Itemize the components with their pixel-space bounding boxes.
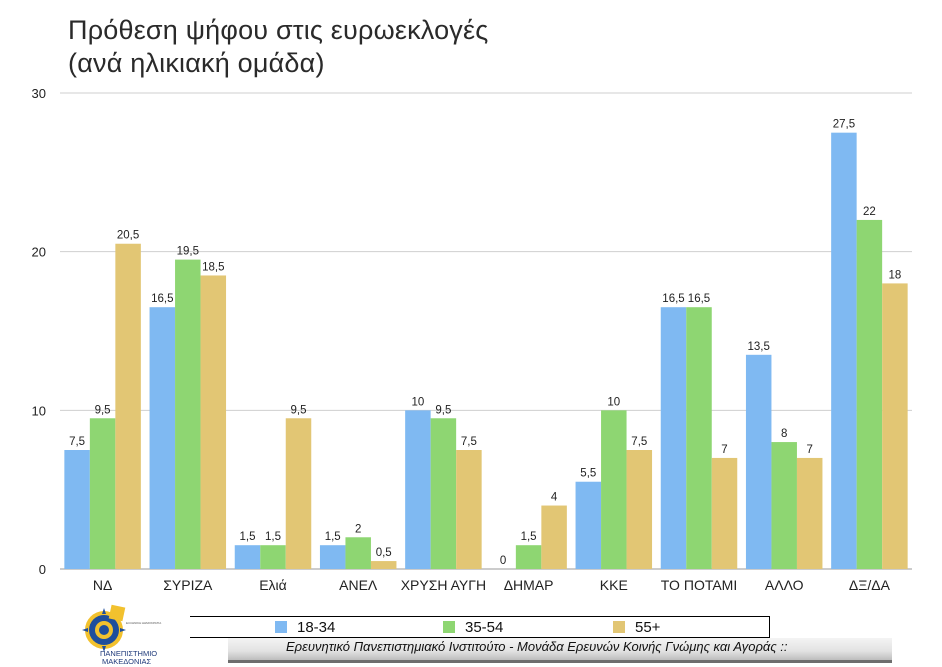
legend-swatch-18-34 xyxy=(275,621,287,633)
university-logo: ΕΛΛΗΝΙΚΗ ΔΗΜΟΚΡΑΤΙΑ ΠΑΝΕΠΙΣΤΗΜΙΟ ΜΑΚΕΔΟΝ… xyxy=(80,604,190,666)
bar-3-0 xyxy=(319,545,346,569)
bar-1-0 xyxy=(149,307,176,569)
x-tick-label-9: ΔΞ/ΔΑ xyxy=(849,577,891,593)
x-tick-label-1: ΣΥΡΙΖΑ xyxy=(163,577,213,593)
data-label-9-1: 22 xyxy=(863,206,876,218)
y-tick-label-20: 20 xyxy=(32,245,46,260)
bar-8-0 xyxy=(745,354,772,569)
legend-swatch-55plus xyxy=(613,621,625,633)
x-tick-label-8: ΑΛΛΟ xyxy=(765,577,804,593)
data-label-9-0: 27,5 xyxy=(833,119,855,131)
legend-item-35-54: 35-54 xyxy=(443,618,504,636)
data-label-2-1: 1,5 xyxy=(265,531,281,543)
legend-item-18-34: 18-34 xyxy=(275,618,336,636)
logo-text-line2: ΜΑΚΕΔΟΝΙΑΣ xyxy=(102,657,151,666)
bar-8-1 xyxy=(771,442,797,569)
bar-8-2 xyxy=(796,457,823,569)
chart-subtitle: (ανά ηλικιακή ομάδα) xyxy=(68,48,325,78)
bar-2-1 xyxy=(260,545,286,569)
chart-legend: 18-34 35-54 55+ xyxy=(174,616,770,638)
data-label-4-2: 7,5 xyxy=(461,436,477,448)
data-label-2-0: 1,5 xyxy=(240,531,256,543)
bar-0-0 xyxy=(64,450,90,569)
bar-0-2 xyxy=(115,243,141,569)
y-tick-label-30: 30 xyxy=(32,86,46,101)
bar-6-2 xyxy=(626,450,653,569)
bar-9-0 xyxy=(831,132,857,569)
footer-band xyxy=(228,638,892,663)
svg-text:ΕΛΛΗΝΙΚΗ ΔΗΜΟΚΡΑΤΙΑ: ΕΛΛΗΝΙΚΗ ΔΗΜΟΚΡΑΤΙΑ xyxy=(126,621,161,625)
chart-title: Πρόθεση ψήφου στις ευρωεκλογές xyxy=(68,15,489,45)
bar-0-1 xyxy=(89,418,116,569)
data-label-1-2: 18,5 xyxy=(202,261,224,273)
x-tick-label-0: ΝΔ xyxy=(93,577,112,593)
data-label-3-1: 2 xyxy=(355,523,361,535)
logo-text-line1: ΠΑΝΕΠΙΣΤΗΜΙΟ xyxy=(100,649,157,658)
y-tick-label-0: 0 xyxy=(39,562,46,577)
bar-5-2 xyxy=(541,505,567,569)
data-label-9-2: 18 xyxy=(889,269,902,281)
bar-2-2 xyxy=(285,418,312,569)
bar-7-1 xyxy=(686,307,712,569)
data-label-5-1: 1,5 xyxy=(521,531,537,543)
data-label-4-0: 10 xyxy=(412,396,425,408)
bar-9-2 xyxy=(882,283,908,569)
bar-9-1 xyxy=(856,219,883,569)
x-tick-label-4: ΧΡΥΣΗ ΑΥΓΗ xyxy=(401,577,486,593)
data-label-8-2: 7 xyxy=(806,444,812,456)
data-label-3-0: 1,5 xyxy=(325,531,341,543)
data-label-0-1: 9,5 xyxy=(95,404,111,416)
data-label-1-0: 16,5 xyxy=(151,293,173,305)
data-label-8-1: 8 xyxy=(781,428,787,440)
data-label-7-1: 16,5 xyxy=(688,293,710,305)
data-label-0-2: 20,5 xyxy=(117,230,139,242)
bar-1-2 xyxy=(200,275,227,569)
bar-6-1 xyxy=(601,410,627,569)
data-label-0-0: 7,5 xyxy=(69,436,85,448)
legend-label-35-54: 35-54 xyxy=(465,618,504,636)
bar-4-0 xyxy=(405,410,431,569)
bar-5-1 xyxy=(515,545,542,569)
x-tick-label-2: Ελιά xyxy=(259,577,287,593)
legend-item-55plus: 55+ xyxy=(613,618,661,636)
x-tick-label-6: ΚΚΕ xyxy=(600,577,628,593)
bar-3-2 xyxy=(370,561,397,569)
data-label-4-1: 9,5 xyxy=(435,404,451,416)
bar-7-0 xyxy=(660,307,687,569)
bar-2-0 xyxy=(234,545,261,569)
data-label-7-0: 16,5 xyxy=(662,293,684,305)
bar-1-1 xyxy=(175,259,201,569)
data-label-3-2: 0,5 xyxy=(376,547,392,559)
data-label-5-2: 4 xyxy=(551,492,558,504)
legend-label-18-34: 18-34 xyxy=(297,618,336,636)
data-label-2-2: 9,5 xyxy=(291,404,307,416)
x-tick-label-3: ΑΝΕΛ xyxy=(339,577,378,593)
bar-6-0 xyxy=(575,481,602,569)
legend-swatch-35-54 xyxy=(443,621,455,633)
data-label-7-2: 7 xyxy=(721,444,727,456)
data-label-8-0: 13,5 xyxy=(748,341,770,353)
bar-7-2 xyxy=(711,457,738,569)
data-label-6-1: 10 xyxy=(607,396,620,408)
data-label-1-1: 19,5 xyxy=(177,246,199,258)
bar-4-1 xyxy=(430,418,457,569)
y-tick-label-10: 10 xyxy=(32,403,46,418)
chart-title-block: Πρόθεση ψήφου στις ευρωεκλογές (ανά ηλικ… xyxy=(68,14,488,80)
data-label-6-2: 7,5 xyxy=(631,436,647,448)
x-tick-label-7: ΤΟ ΠΟΤΑΜΙ xyxy=(661,577,737,593)
legend-label-55plus: 55+ xyxy=(635,618,661,636)
x-tick-label-5: ΔΗΜΑΡ xyxy=(504,577,554,593)
data-label-6-0: 5,5 xyxy=(580,468,596,480)
footer-source-text: Ερευνητικό Πανεπιστημιακό Ινστιτούτο - Μ… xyxy=(286,639,788,654)
bar-3-1 xyxy=(345,537,371,569)
bar-4-2 xyxy=(456,450,482,569)
data-label-5-0: 0 xyxy=(500,555,506,567)
